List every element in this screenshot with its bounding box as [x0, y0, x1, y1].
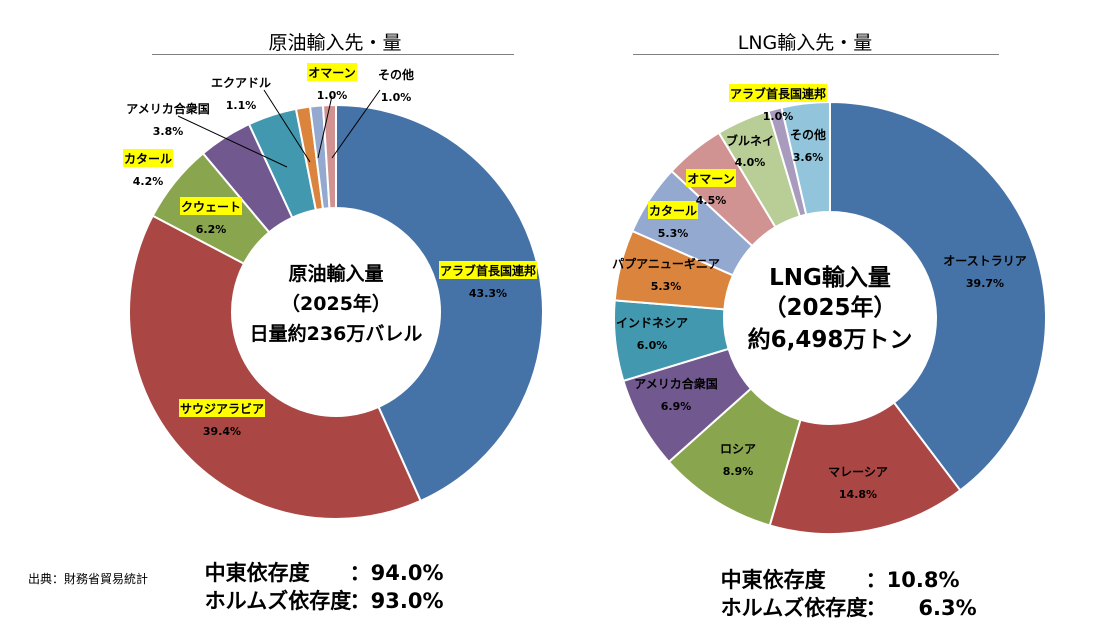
- crude-slice-value: 4.2%: [133, 175, 164, 188]
- lng-slice-value: 6.9%: [661, 400, 692, 413]
- lng-slice-label: オーストラリア: [943, 254, 1026, 268]
- lng-slice-label: マレーシア: [828, 465, 888, 479]
- lng-label-highlight: [648, 201, 698, 219]
- stat-value: 10.8%: [886, 568, 960, 592]
- crude-leader-line: [263, 89, 311, 163]
- crude-slice-value: 1.0%: [317, 89, 348, 102]
- crude-slice-value: 1.0%: [381, 91, 412, 104]
- crude-leader-line: [317, 95, 333, 159]
- lng-slice-value: 4.5%: [696, 194, 727, 207]
- lng-middle-east-dependency: 中東依存度 ：10.8%: [720, 568, 960, 592]
- lng-slice-0: [829, 100, 1047, 492]
- stat-label: 中東依存度: [720, 568, 826, 592]
- lng-slice-value: 6.0%: [637, 339, 668, 352]
- crude-leader-line: [331, 89, 381, 159]
- lng-slice-label: パプアニューギニア: [612, 256, 720, 271]
- crude-center-text: （2025年）: [281, 292, 391, 315]
- stat-value: 94.0%: [370, 561, 444, 585]
- crude-label-highlight: [307, 63, 357, 81]
- lng-slice-label: インドネシア: [616, 316, 688, 330]
- crude-slice-label: サウジアラビア: [180, 401, 264, 416]
- crude-slice-label: オマーン: [308, 66, 355, 80]
- crude-label-highlight: [123, 149, 173, 167]
- lng-center-text: 約6,498万トン: [748, 326, 913, 353]
- lng-slice-label: アラブ首長国連邦: [730, 86, 826, 101]
- lng-slice-label: ブルネイ: [726, 133, 774, 148]
- lng-slice-value: 4.0%: [735, 156, 766, 169]
- crude-slice-value: 1.1%: [226, 99, 257, 112]
- lng-slice-value: 39.7%: [966, 277, 1004, 290]
- lng-slice-label: アメリカ合衆国: [634, 376, 717, 391]
- stat-label: ホルムズ依存度: [204, 589, 352, 613]
- lng-slice-10: [780, 100, 831, 216]
- crude-middle-east-dependency: 中東依存度 ：94.0%: [204, 561, 444, 585]
- crude-center-text: 日量約236万バレル: [250, 322, 423, 345]
- crude-slice-label: その他: [378, 67, 414, 82]
- lng-center-text: （2025年）: [763, 294, 896, 321]
- lng-slice-label: ロシア: [720, 442, 756, 456]
- lng-title-rule: [633, 54, 999, 55]
- lng-slice-value: 1.0%: [763, 110, 794, 123]
- crude-slice-label: カタール: [124, 152, 172, 166]
- charts-canvas: 原油輸入量 （2025年） 日量約236万バレル アラブ首長国連邦 43.3% サウジアラ…: [123, 63, 1047, 535]
- crude-slice-label: アラブ首長国連邦: [440, 263, 536, 278]
- crude-slice-value: 39.4%: [203, 425, 241, 438]
- lng-slice-value: 8.9%: [723, 465, 754, 478]
- lng-hormuz-dependency: ホルムズ依存度： 6.3%: [720, 596, 977, 620]
- lng-slice-1: [768, 401, 962, 535]
- stat-value: 6.3%: [918, 596, 977, 620]
- crude-slice-value: 43.3%: [469, 287, 507, 300]
- crude-slice-label: クウェート: [181, 200, 241, 214]
- lng-slice-value: 5.3%: [651, 280, 682, 293]
- lng-label-highlight: [686, 169, 736, 187]
- crude-chart-title: 原油輸入先・量: [268, 32, 402, 54]
- crude-slice-label: エクアドル: [211, 76, 271, 90]
- stat-value: 93.0%: [370, 589, 444, 613]
- crude-center-text: 原油輸入量: [288, 262, 383, 285]
- stat-label: 中東依存度: [204, 561, 310, 585]
- lng-center-text: LNG輸入量: [769, 264, 891, 291]
- crude-leader-line: [177, 115, 288, 168]
- lng-label-highlight: [729, 84, 827, 102]
- source-note: 出典：財務省貿易統計: [28, 572, 149, 586]
- crude-slice-7: [321, 103, 337, 210]
- crude-label-highlight: [439, 261, 537, 279]
- crude-slice-value: 3.8%: [153, 125, 184, 138]
- crude-label-highlight: [179, 399, 265, 417]
- crude-slice-value: 6.2%: [196, 223, 227, 236]
- crude-slice-1: [128, 214, 422, 520]
- crude-hormuz-dependency: ホルムズ依存度：93.0%: [204, 589, 444, 613]
- crude-title-rule: [152, 54, 514, 55]
- crude-slice-label: アメリカ合衆国: [126, 101, 209, 116]
- crude-label-highlight: [180, 197, 242, 215]
- lng-slice-label: その他: [790, 127, 826, 142]
- lng-slice-label: カタール: [649, 204, 697, 218]
- lng-slice-value: 3.6%: [793, 151, 824, 164]
- lng-slice-value: 5.3%: [658, 227, 689, 240]
- crude-slice-0: [335, 103, 544, 503]
- stat-label: ホルムズ依存度: [720, 596, 868, 620]
- lng-chart-title: LNG輸入先・量: [737, 32, 873, 54]
- lng-slice-value: 14.8%: [839, 488, 877, 501]
- lng-slice-label: オマーン: [687, 172, 734, 186]
